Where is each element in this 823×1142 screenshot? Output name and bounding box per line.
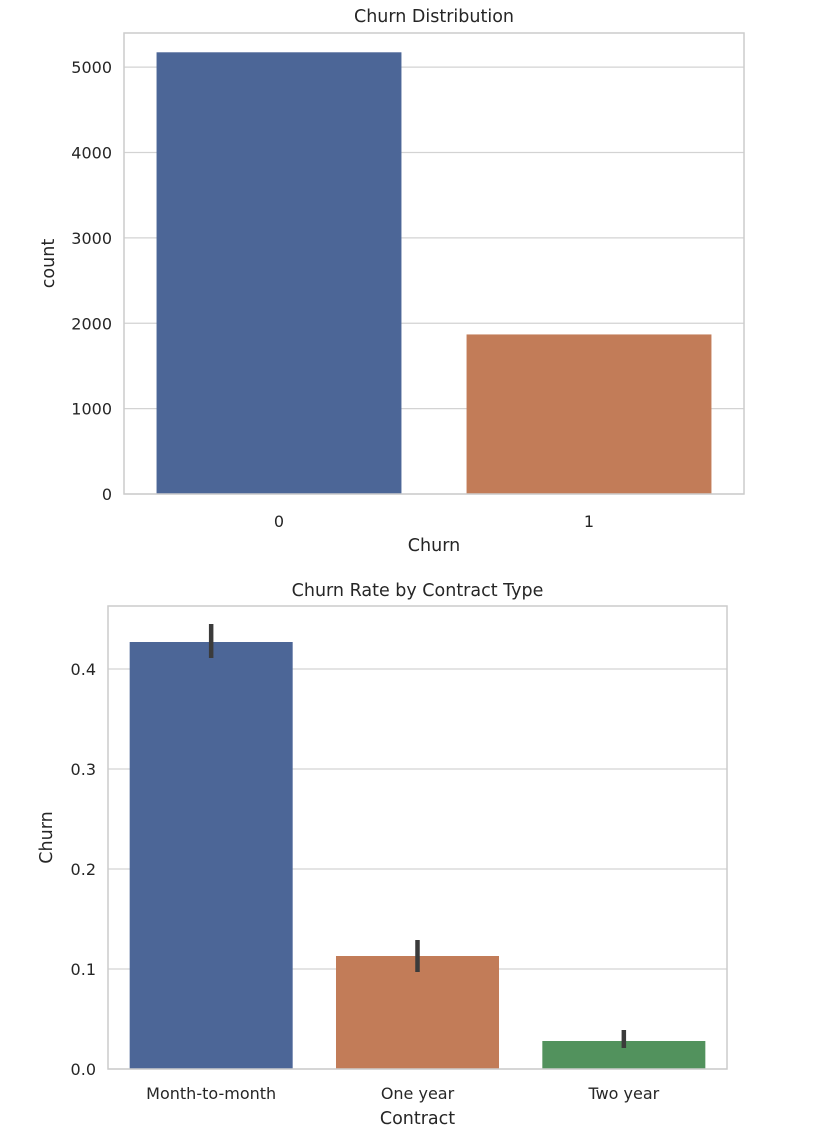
- y-tick-label: 0: [102, 485, 112, 504]
- chart-title: Churn Distribution: [354, 7, 514, 27]
- y-tick-label: 0.1: [71, 960, 96, 979]
- y-tick-label: 0.0: [71, 1060, 96, 1079]
- x-tick-label: 0: [274, 512, 284, 531]
- x-axis-label: Contract: [380, 1109, 455, 1129]
- y-tick-label: 0.2: [71, 860, 96, 879]
- bar-1: [466, 334, 712, 494]
- plot-frame: [123, 32, 745, 495]
- x-axis-label: Churn: [408, 536, 460, 556]
- y-tick-label: 0.3: [71, 760, 96, 779]
- y-tick-label: 5000: [71, 58, 112, 77]
- bar-month-to-month: [129, 642, 293, 1069]
- bar-0: [156, 52, 402, 495]
- y-tick-label: 0.4: [71, 660, 96, 679]
- y-tick-label: 2000: [71, 314, 112, 333]
- y-tick-label: 4000: [71, 144, 112, 163]
- chart-churn-distribution: 0 1000 2000 3000 4000 5000 0 1 Churn Distributio…: [39, 7, 745, 556]
- plot-frame: [107, 605, 728, 1070]
- y-tick-label: 3000: [71, 229, 112, 248]
- y-axis-label: count: [39, 239, 59, 289]
- x-tick-label: Month-to-month: [146, 1084, 276, 1103]
- x-tick-label: One year: [381, 1084, 455, 1103]
- chart-title: Churn Rate by Contract Type: [292, 581, 544, 601]
- chart-churn-by-contract: 0.0 0.1 0.2 0.3 0.4 Month-to-month One year Two…: [37, 581, 728, 1129]
- x-tick-label: Two year: [587, 1084, 659, 1103]
- x-tick-label: 1: [584, 512, 594, 531]
- bar-one-year: [335, 956, 500, 1069]
- y-axis-label: Churn: [37, 811, 57, 863]
- y-tick-label: 1000: [71, 400, 112, 419]
